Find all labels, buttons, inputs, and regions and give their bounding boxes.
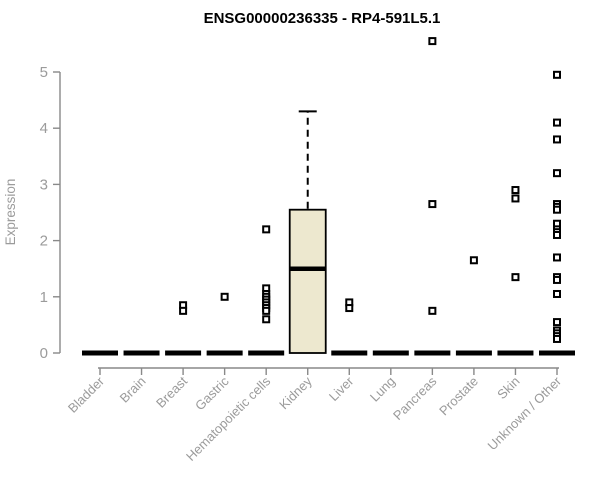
x-tick-label-gastric: Gastric — [192, 373, 232, 413]
outlier-point-hematopoietic-cells — [262, 315, 271, 324]
outlier-point-skin — [511, 194, 520, 203]
outlier-point-unknown-other — [553, 169, 561, 178]
zero-box-prostate — [455, 350, 492, 356]
y-axis-title: Expression — [3, 179, 18, 246]
y-tick-label: 3 — [40, 176, 48, 193]
x-tick-label-skin: Skin — [494, 374, 522, 402]
zero-box-gastric — [206, 350, 243, 356]
outlier-point-breast — [179, 306, 188, 315]
x-tick-label-prostate: Prostate — [436, 374, 481, 419]
outlier-point-unknown-other — [553, 318, 561, 327]
x-tick-label-bladder: Bladder — [65, 373, 108, 416]
x-tick-label-unknown-other: Unknown / Other — [485, 373, 565, 453]
outlier-point-pancreas — [428, 37, 437, 46]
x-tick-label-pancreas: Pancreas — [390, 373, 440, 423]
outlier-point-unknown-other — [553, 118, 561, 127]
zero-box-lung — [372, 350, 409, 356]
outlier-point-hematopoietic-cells — [262, 225, 271, 234]
outlier-point-prostate — [469, 256, 478, 265]
outlier-point-pancreas — [428, 306, 437, 315]
zero-box-skin — [497, 350, 534, 356]
x-tick-label-liver: Liver — [326, 373, 357, 404]
zero-box-pancreas — [414, 350, 451, 356]
zero-box-hematopoietic-cells — [248, 350, 285, 356]
y-tick-label: 2 — [40, 233, 48, 250]
outlier-point-gastric — [220, 292, 229, 301]
outlier-point-unknown-other — [553, 135, 561, 144]
x-tick-label-kidney: Kidney — [276, 373, 315, 412]
y-tick-label: 4 — [40, 120, 48, 137]
outlier-point-unknown-other — [553, 253, 561, 262]
box-kidney — [288, 208, 327, 354]
outlier-point-unknown-other — [553, 205, 561, 214]
y-tick-label: 0 — [40, 345, 48, 362]
y-tick-label: 5 — [40, 64, 48, 81]
zero-box-bladder — [82, 350, 118, 356]
zero-box-breast — [165, 350, 202, 356]
outlier-point-unknown-other — [553, 230, 561, 239]
outlier-point-pancreas — [428, 200, 437, 209]
outlier-point-unknown-other — [553, 334, 561, 343]
x-tick-label-breast: Breast — [153, 373, 190, 410]
chart-title: ENSG00000236335 - RP4-591L5.1 — [204, 10, 441, 27]
zero-box-liver — [331, 350, 368, 356]
outlier-point-liver — [345, 304, 354, 313]
x-tick-label-brain: Brain — [117, 374, 149, 406]
zero-box-unknown-other — [539, 350, 575, 356]
y-tick-label: 1 — [40, 289, 48, 306]
outlier-point-hematopoietic-cells — [262, 306, 271, 315]
x-tick-label-lung: Lung — [367, 374, 398, 405]
outlier-point-unknown-other — [553, 70, 561, 79]
zero-box-brain — [123, 350, 160, 356]
outlier-point-skin — [511, 273, 520, 282]
outlier-point-skin — [511, 186, 520, 195]
outlier-point-unknown-other — [553, 275, 561, 284]
outlier-point-unknown-other — [553, 289, 561, 298]
